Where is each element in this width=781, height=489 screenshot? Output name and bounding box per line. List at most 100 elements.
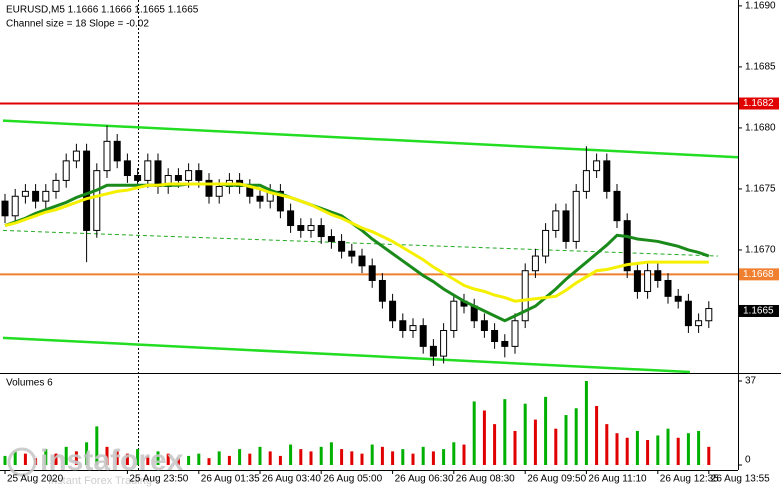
trend-line	[2, 119, 739, 159]
volume-tick-label: 0	[745, 455, 751, 466]
x-tick-label: 26 Aug 06:30	[395, 474, 454, 485]
candle-body	[562, 210, 570, 242]
chart-subtitle: Channel size = 18 Slope = -0.02	[6, 19, 149, 30]
volume-bar	[615, 433, 619, 465]
current-price-label: 1.1665	[743, 306, 774, 317]
candle-body	[327, 236, 335, 242]
volume-bar	[533, 419, 537, 465]
volume-bar	[217, 451, 221, 465]
candle-body	[440, 330, 448, 357]
volume-bar	[411, 453, 415, 465]
candle-body	[195, 170, 203, 181]
volume-bar	[656, 435, 660, 465]
candle-body	[174, 175, 182, 181]
candle-body	[542, 229, 550, 257]
candle-body	[103, 140, 111, 172]
volume-bar	[564, 415, 568, 465]
watermark-brand: instaforex	[40, 444, 184, 477]
watermark-tagline: Instant Forex Trading	[48, 475, 152, 487]
x-tick-label: 26 Aug 01:35	[201, 474, 260, 485]
x-tick-label: 26 Aug 09:50	[527, 474, 586, 485]
candle-body	[287, 210, 295, 227]
volume-bar	[54, 453, 58, 465]
moving-average	[4, 182, 709, 303]
trend-line	[2, 336, 691, 374]
volume-bar	[482, 410, 486, 465]
volume-bar	[319, 446, 323, 465]
candle-body	[185, 170, 193, 181]
candle-body	[399, 320, 407, 332]
y-tick-label: 1.1675	[745, 184, 776, 195]
candle-body	[654, 270, 662, 281]
volume-bar	[176, 458, 180, 465]
candle-body	[1, 200, 9, 217]
volume-bar	[3, 455, 7, 465]
volume-bar	[707, 446, 711, 465]
candle-body	[144, 160, 152, 181]
volume-bar	[74, 451, 78, 465]
volume-bar	[258, 446, 262, 465]
y-tick-label: 1.1680	[745, 123, 776, 134]
candle-body	[83, 150, 91, 231]
volume-bar	[686, 433, 690, 465]
candle-body	[695, 320, 703, 327]
volume-bar	[136, 449, 140, 465]
level-label: 1.1668	[743, 269, 774, 280]
volume-bar	[625, 437, 629, 465]
candle-body	[491, 330, 499, 342]
candle-body	[419, 325, 427, 347]
volume-bar	[431, 451, 435, 465]
watermark: instaforex Instant Forex Trading	[7, 444, 184, 487]
candle-body	[338, 240, 346, 252]
candle-body	[644, 270, 652, 292]
candle-body	[358, 255, 366, 267]
candle-body	[42, 190, 50, 202]
volume-bar	[289, 444, 293, 465]
level-label: 1.1682	[743, 98, 774, 109]
candle-body	[582, 170, 590, 192]
candle-body	[11, 195, 19, 217]
volume-bar	[370, 444, 374, 465]
candle-body	[378, 279, 386, 302]
volume-bar	[595, 405, 599, 465]
level-label-box	[739, 268, 779, 281]
volume-bar	[268, 451, 272, 465]
candle-body	[572, 190, 580, 242]
x-tick-label: 26 Aug 08:30	[456, 474, 515, 485]
volume-bar	[95, 426, 99, 465]
candle-body	[62, 160, 70, 181]
candle-body	[297, 225, 305, 231]
volume-bar	[503, 399, 507, 465]
volume-bar	[605, 424, 609, 465]
candle-body	[593, 160, 601, 172]
volume-bar	[227, 455, 231, 465]
volume-bar	[666, 428, 670, 465]
candle-body	[368, 265, 376, 281]
candle-body	[276, 190, 284, 212]
x-tick-label: 26 Aug 11:10	[588, 474, 647, 485]
candle-body	[531, 255, 539, 272]
volume-bar	[115, 451, 119, 465]
volume-bar	[85, 442, 89, 465]
volume-bar	[197, 453, 201, 465]
volume-bar	[64, 446, 68, 465]
candle-body	[450, 300, 458, 332]
candle-body	[389, 300, 397, 322]
volume-bar	[584, 381, 588, 465]
volume-bar	[554, 428, 558, 465]
volume-bar	[187, 455, 191, 465]
volume-bar	[635, 430, 639, 465]
candle-body	[521, 270, 529, 322]
volume-title: Volumes 6	[6, 378, 53, 389]
volume-bar	[125, 453, 129, 465]
y-tick-label: 1.1670	[745, 245, 776, 256]
x-tick-label: 26 Aug 12:35	[660, 474, 719, 485]
x-tick-label: 25 Aug 23:50	[129, 474, 188, 485]
x-tick-label: 26 Aug 05:00	[323, 474, 382, 485]
candle-body	[674, 295, 682, 302]
candle-body	[633, 270, 641, 292]
volume-bar	[105, 446, 109, 465]
candle-body	[21, 190, 29, 197]
volume-bar	[401, 449, 405, 465]
candle-body	[32, 190, 40, 202]
